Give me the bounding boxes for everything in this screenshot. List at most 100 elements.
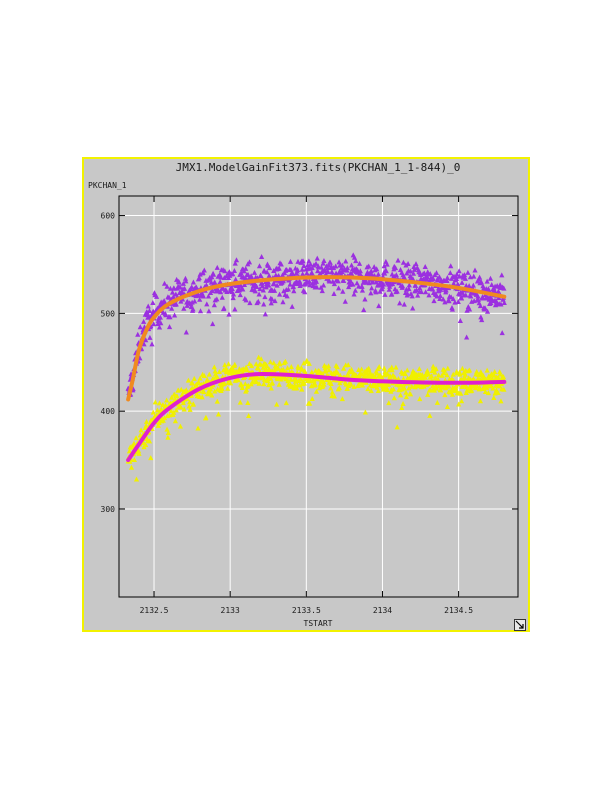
- data-point: [409, 293, 415, 299]
- data-point: [465, 269, 471, 275]
- data-point: [277, 291, 283, 297]
- data-point: [158, 320, 164, 326]
- data-point: [498, 398, 504, 404]
- data-point: [177, 423, 184, 429]
- data-point: [230, 291, 237, 297]
- data-point: [241, 281, 248, 287]
- data-point: [146, 308, 153, 314]
- fit-line: [126, 275, 507, 402]
- data-point: [189, 284, 195, 290]
- data-point: [501, 299, 507, 305]
- data-point: [200, 293, 207, 299]
- data-point: [288, 364, 294, 370]
- data-point: [262, 294, 268, 300]
- data-point: [489, 371, 495, 377]
- data-point: [345, 362, 351, 368]
- data-point: [284, 365, 291, 371]
- data-point: [277, 361, 283, 367]
- data-point: [428, 387, 434, 393]
- data-point: [394, 424, 400, 430]
- data-point: [437, 296, 443, 302]
- data-point: [334, 364, 340, 370]
- resize-icon[interactable]: [514, 619, 526, 631]
- data-point: [335, 370, 341, 376]
- data-point: [176, 279, 182, 285]
- data-point: [466, 283, 472, 289]
- data-point: [359, 283, 365, 289]
- data-point: [141, 341, 147, 347]
- data-point: [384, 385, 390, 391]
- data-point: [314, 255, 320, 261]
- data-point: [325, 363, 332, 369]
- data-point: [167, 314, 173, 320]
- data-point: [490, 385, 496, 391]
- data-point: [449, 391, 456, 397]
- data-point: [235, 377, 241, 383]
- data-point: [259, 283, 266, 289]
- data-point: [260, 364, 266, 370]
- data-point: [375, 271, 381, 277]
- data-point: [495, 389, 501, 395]
- data-point: [138, 427, 144, 433]
- data-point: [484, 308, 491, 314]
- data-point: [282, 358, 289, 364]
- data-point: [268, 300, 274, 306]
- data-point: [246, 413, 252, 419]
- data-point: [143, 442, 149, 448]
- data-point: [220, 284, 226, 290]
- data-point: [189, 380, 196, 386]
- data-point: [475, 293, 481, 299]
- data-point: [243, 265, 249, 271]
- data-point: [380, 281, 386, 287]
- data-point: [271, 281, 277, 287]
- data-point: [149, 341, 155, 347]
- data-point: [195, 425, 201, 431]
- data-point: [212, 368, 218, 374]
- data-point: [478, 369, 484, 375]
- data-point: [314, 284, 320, 290]
- data-point: [247, 300, 253, 306]
- data-point: [430, 275, 436, 281]
- data-point: [427, 271, 433, 277]
- fit-line: [126, 371, 507, 463]
- data-point: [313, 260, 319, 266]
- data-point: [344, 385, 350, 391]
- data-point: [241, 268, 247, 274]
- data-point: [274, 401, 280, 407]
- data-point: [336, 285, 342, 291]
- data-point: [497, 371, 503, 377]
- y-axis-label: PKCHAN_1: [88, 181, 127, 190]
- data-point: [449, 306, 456, 312]
- data-point: [232, 306, 238, 312]
- data-point: [222, 268, 228, 274]
- data-point: [393, 272, 399, 278]
- data-point: [351, 383, 357, 389]
- data-point: [248, 273, 254, 279]
- data-point: [231, 267, 238, 273]
- data-point: [470, 282, 476, 288]
- data-point: [348, 366, 355, 372]
- data-point: [173, 301, 179, 307]
- data-point: [431, 298, 437, 304]
- data-point: [340, 288, 346, 294]
- data-point: [173, 407, 179, 413]
- data-point: [405, 260, 411, 266]
- data-point: [155, 422, 161, 428]
- data-point: [365, 386, 371, 392]
- data-point: [435, 376, 441, 382]
- data-point: [163, 312, 169, 318]
- data-point: [245, 399, 251, 405]
- data-point: [249, 379, 256, 385]
- data-point: [416, 366, 422, 372]
- x-tick-label: 2132.5: [140, 606, 169, 615]
- data-point: [229, 286, 235, 292]
- data-point: [454, 271, 460, 277]
- data-point: [146, 438, 153, 444]
- data-point: [262, 311, 268, 317]
- data-point: [389, 364, 395, 370]
- data-point: [500, 374, 507, 380]
- data-point: [206, 371, 212, 377]
- data-point: [214, 296, 220, 302]
- data-point: [421, 383, 427, 389]
- data-point: [256, 291, 262, 297]
